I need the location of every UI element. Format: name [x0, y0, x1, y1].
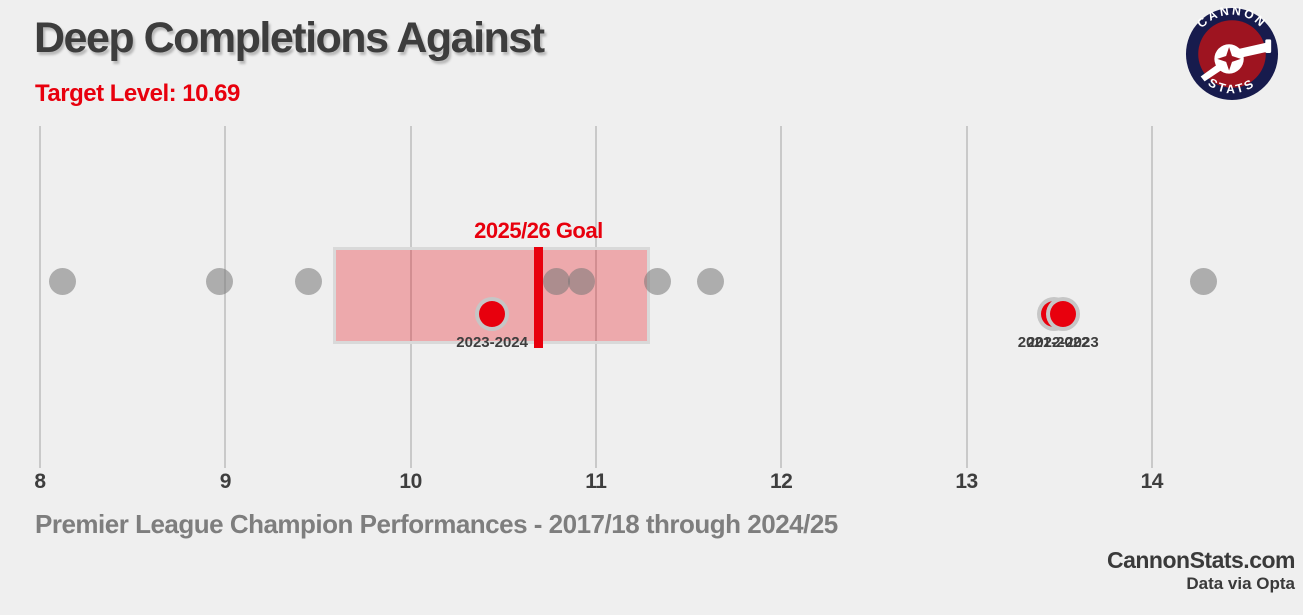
arsenal-season-dot	[1049, 301, 1076, 327]
gridline	[965, 126, 968, 468]
goal-line	[533, 247, 543, 348]
target-level-subtitle: Target Level: 10.69	[35, 80, 240, 107]
x-tick-label: 13	[955, 470, 978, 493]
champion-dot	[697, 268, 725, 295]
gridline	[409, 126, 412, 468]
gridline	[1150, 126, 1153, 468]
season-label: 2022-2023	[1026, 334, 1099, 351]
x-tick-label: 10	[399, 470, 422, 493]
brand-text: CannonStats.com	[1106, 547, 1296, 573]
gridline	[780, 126, 783, 468]
chart-caption: Premier League Champion Performances - 2…	[35, 509, 838, 539]
season-label: 2023-2024	[456, 334, 528, 351]
cannon-stats-logo: CANNON STATS	[1185, 4, 1279, 101]
champion-dot	[1190, 268, 1218, 295]
x-tick-label: 8	[34, 470, 46, 493]
champion-dot	[48, 268, 76, 295]
goal-line-label: 2025/26 Goal	[474, 218, 603, 243]
gridline	[594, 126, 597, 468]
cannon-stats-badge-icon: CANNON STATS	[1185, 4, 1279, 101]
gridline	[39, 126, 41, 468]
target-range-box	[332, 247, 650, 344]
svg-text:STATS: STATS	[1206, 75, 1259, 96]
x-tick-label: 12	[770, 470, 793, 493]
logo-text-bottom: STATS	[1206, 75, 1256, 96]
page-title: Deep Completions Against	[34, 14, 545, 62]
champion-dot	[643, 268, 671, 295]
x-tick-label: 9	[219, 470, 232, 493]
champion-dot	[295, 268, 323, 295]
x-tick-label: 14	[1140, 470, 1164, 493]
champion-dot	[543, 268, 571, 295]
data-credit: Data via Opta	[1186, 574, 1295, 593]
champion-dot	[567, 268, 595, 295]
champion-dot	[206, 268, 234, 295]
cannon-icon	[1200, 39, 1272, 82]
x-tick-label: 11	[585, 470, 607, 493]
gridline	[224, 126, 227, 468]
arsenal-season-dot	[479, 301, 506, 327]
season-label: 2021-2022	[1017, 334, 1090, 351]
